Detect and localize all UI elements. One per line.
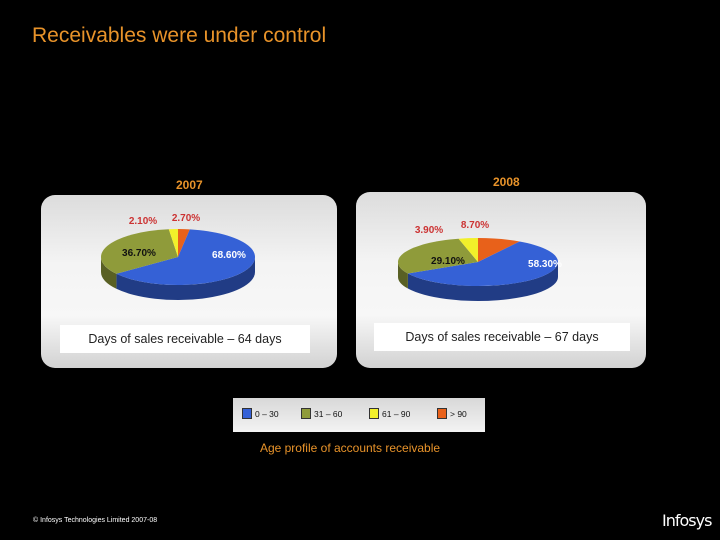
slice-label-2008-1: 29.10%: [431, 256, 465, 267]
slice-label-2007-1: 36.70%: [122, 248, 156, 259]
pie-slice-2008-61-90: [458, 238, 478, 262]
legend-swatch-over-90: [437, 408, 447, 419]
pie-slice-2008--90: [478, 238, 520, 262]
legend-label-0-30: 0 – 30: [255, 408, 279, 419]
dso-caption-2007: Days of sales receivable – 64 days: [60, 325, 310, 353]
legend-item-31-60: 31 – 60: [301, 408, 342, 419]
legend-label-31-60: 31 – 60: [314, 408, 343, 419]
slice-label-2008-0: 58.30%: [528, 259, 562, 270]
legend-label-61-90: 61 – 90: [382, 408, 411, 419]
pie-slice-2007-0-30: [116, 229, 255, 285]
pie-side-0-30: [407, 262, 558, 301]
pie-side-0-30: [116, 257, 255, 300]
slice-label-2007-2: 2.10%: [129, 216, 157, 227]
copyright-footer: © Infosys Technologies Limited 2007-08: [33, 517, 158, 524]
pie-side-31-60: [398, 262, 408, 289]
pie-slice-2008-31-60: [398, 238, 478, 274]
pie-slice-2007-31-60: [101, 229, 178, 274]
legend-label-over-90: > 90: [450, 408, 467, 419]
pie-slice-2007--90: [178, 229, 190, 257]
pie-slice-2007-61-90: [168, 229, 178, 257]
chart-title: Age profile of accounts receivable: [259, 441, 441, 455]
legend-item-61-90: 61 – 90: [369, 408, 410, 419]
slice-label-2007-0: 68.60%: [212, 250, 246, 261]
chart-legend: 0 – 30 31 – 60 61 – 90 > 90: [233, 398, 485, 432]
legend-item-0-30: 0 – 30: [242, 408, 279, 419]
year-label-2008: 2008: [493, 175, 520, 189]
slice-label-2008-3: 8.70%: [461, 220, 489, 231]
pie-side-31-60: [101, 257, 117, 289]
slide-title: Receivables were under control: [32, 24, 327, 47]
infosys-logo: Infosys: [662, 511, 712, 530]
legend-swatch-31-60: [301, 408, 311, 419]
slice-label-2007-3: 2.70%: [172, 213, 200, 224]
legend-swatch-61-90: [369, 408, 379, 419]
dso-caption-2008: Days of sales receivable – 67 days: [374, 323, 630, 351]
year-label-2007: 2007: [176, 178, 203, 192]
slice-label-2008-2: 3.90%: [415, 225, 443, 236]
pie-slice-2008-0-30: [407, 241, 558, 287]
legend-item-over-90: > 90: [437, 408, 467, 419]
legend-swatch-0-30: [242, 408, 252, 419]
